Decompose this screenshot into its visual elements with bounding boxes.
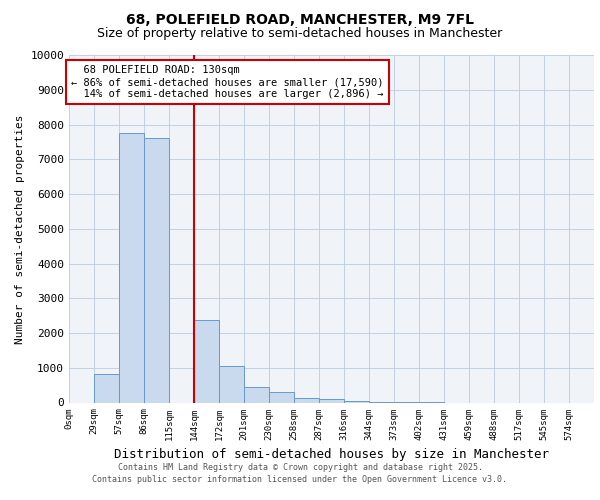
Bar [119, 133, 144, 402]
Bar [94, 374, 119, 402]
Text: 68, POLEFIELD ROAD, MANCHESTER, M9 7FL: 68, POLEFIELD ROAD, MANCHESTER, M9 7FL [126, 12, 474, 26]
Bar [344, 400, 369, 402]
Bar [194, 320, 219, 402]
Text: Contains HM Land Registry data © Crown copyright and database right 2025.: Contains HM Land Registry data © Crown c… [118, 462, 482, 471]
X-axis label: Distribution of semi-detached houses by size in Manchester: Distribution of semi-detached houses by … [114, 448, 549, 461]
Bar [144, 138, 169, 402]
Bar [244, 386, 269, 402]
Bar [319, 398, 344, 402]
Text: 68 POLEFIELD ROAD: 130sqm
← 86% of semi-detached houses are smaller (17,590)
  1: 68 POLEFIELD ROAD: 130sqm ← 86% of semi-… [71, 66, 383, 98]
Text: Contains public sector information licensed under the Open Government Licence v3: Contains public sector information licen… [92, 475, 508, 484]
Bar [219, 366, 244, 403]
Y-axis label: Number of semi-detached properties: Number of semi-detached properties [15, 114, 25, 344]
Text: Size of property relative to semi-detached houses in Manchester: Size of property relative to semi-detach… [97, 28, 503, 40]
Bar [269, 392, 294, 402]
Bar [294, 398, 319, 402]
